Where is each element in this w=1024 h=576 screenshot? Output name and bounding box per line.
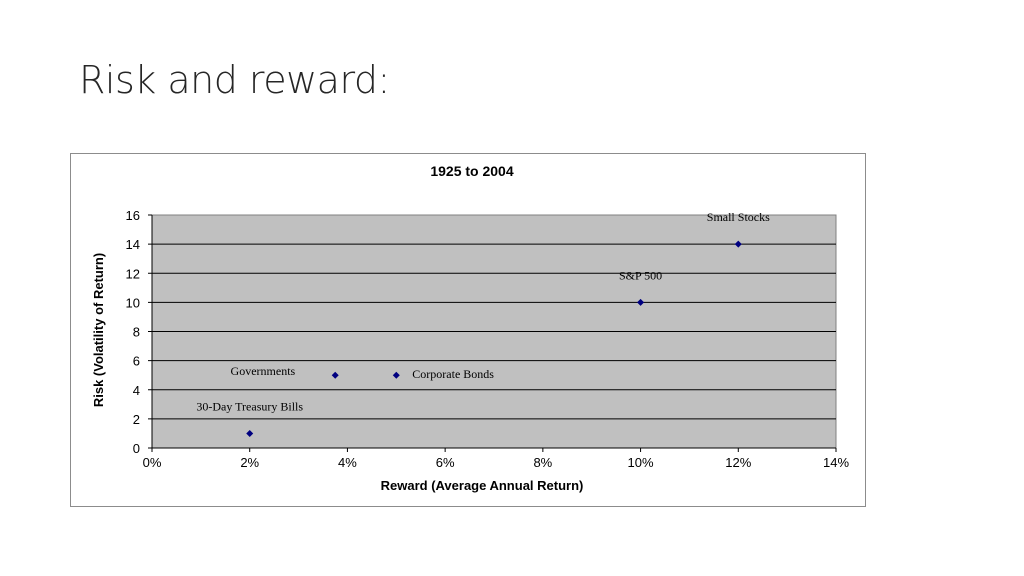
data-point-label: Corporate Bonds (412, 367, 494, 381)
y-tick-label: 10 (126, 295, 140, 310)
data-point-marker (392, 371, 400, 379)
slide-title: Risk and reward: (79, 58, 390, 102)
data-point-label: Small Stocks (707, 210, 770, 224)
y-tick-label: 8 (133, 325, 140, 340)
x-tick-label: 10% (628, 455, 654, 470)
data-point-marker (734, 240, 742, 248)
data-point-marker (331, 371, 339, 379)
chart-title: 1925 to 2004 (430, 163, 513, 179)
y-tick-label: 12 (126, 266, 140, 281)
data-point-label: Governments (231, 364, 296, 378)
x-tick-label: 12% (725, 455, 751, 470)
chart-frame: 1925 to 2004 0 2 4 6 8 10 12 14 16 0% 2% 4% 6% 8% 10% 1… (70, 153, 866, 507)
data-point-label: S&P 500 (619, 268, 662, 282)
y-tick-label: 4 (133, 383, 140, 398)
y-tick-label: 0 (133, 441, 140, 456)
data-point-marker (637, 298, 645, 306)
y-tick-label: 16 (126, 208, 140, 223)
y-tick-label: 6 (133, 354, 140, 369)
x-tick-label: 0% (143, 455, 162, 470)
x-tick-label: 6% (436, 455, 455, 470)
x-tick-label: 14% (823, 455, 849, 470)
data-points (246, 240, 742, 437)
x-tick-label: 4% (338, 455, 357, 470)
axes (148, 214, 837, 452)
y-tick-label: 2 (133, 412, 140, 427)
y-axis-title: Risk (Volatility of Return) (91, 253, 106, 407)
gridlines (152, 243, 836, 420)
x-tick-label: 2% (240, 455, 259, 470)
x-axis-title: Reward (Average Annual Return) (381, 478, 584, 493)
scatter-chart: 1925 to 2004 0 2 4 6 8 10 12 14 16 0% 2% 4% 6% 8% 10% 1… (91, 163, 850, 493)
x-tick-label: 8% (533, 455, 552, 470)
data-point-label: 30-Day Treasury Bills (196, 399, 303, 413)
data-point-marker (246, 429, 254, 437)
point-labels: 30-Day Treasury Bills Governments Corporat… (196, 210, 770, 413)
y-tick-label: 14 (126, 237, 140, 252)
tick-labels: 0 2 4 6 8 10 12 14 16 0% 2% 4% 6% 8% 10% 12% 14% (126, 208, 850, 470)
